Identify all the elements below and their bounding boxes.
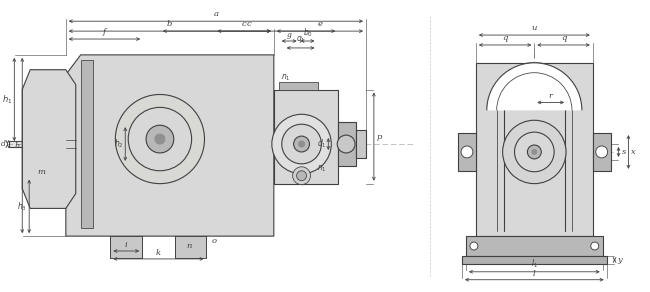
Bar bbox=[593, 133, 610, 171]
Bar bbox=[279, 82, 318, 90]
Text: a: a bbox=[213, 10, 218, 18]
Text: $h_1$: $h_1$ bbox=[2, 93, 12, 106]
Bar bbox=[356, 130, 366, 158]
Circle shape bbox=[337, 135, 355, 153]
Circle shape bbox=[146, 125, 174, 153]
Text: p: p bbox=[377, 133, 382, 140]
Text: g: g bbox=[287, 31, 292, 39]
Text: $q_1$: $q_1$ bbox=[296, 34, 306, 46]
Text: i: i bbox=[125, 241, 127, 249]
Bar bbox=[476, 63, 593, 236]
Text: $l_1$: $l_1$ bbox=[531, 257, 538, 270]
Bar bbox=[338, 122, 356, 166]
Circle shape bbox=[502, 120, 566, 184]
Text: b: b bbox=[167, 20, 172, 28]
Polygon shape bbox=[22, 70, 76, 208]
Text: $n_1$: $n_1$ bbox=[317, 164, 326, 174]
Text: $n_1$: $n_1$ bbox=[281, 72, 291, 83]
Circle shape bbox=[115, 95, 205, 184]
Bar bbox=[462, 256, 606, 264]
Text: $h_3$: $h_3$ bbox=[18, 200, 27, 213]
Text: l: l bbox=[533, 270, 536, 278]
Circle shape bbox=[296, 171, 307, 181]
Circle shape bbox=[470, 242, 478, 250]
Circle shape bbox=[461, 146, 473, 158]
Text: m: m bbox=[38, 168, 46, 176]
Circle shape bbox=[281, 124, 321, 164]
Bar bbox=[274, 90, 338, 184]
Text: c: c bbox=[247, 20, 252, 28]
Circle shape bbox=[128, 107, 192, 171]
Circle shape bbox=[155, 134, 165, 144]
Circle shape bbox=[527, 145, 541, 159]
Circle shape bbox=[272, 114, 332, 174]
Polygon shape bbox=[81, 60, 92, 228]
Bar bbox=[175, 236, 207, 258]
Circle shape bbox=[596, 146, 608, 158]
Text: q: q bbox=[502, 34, 508, 42]
Text: y: y bbox=[618, 256, 622, 264]
Polygon shape bbox=[66, 55, 274, 236]
Text: r: r bbox=[549, 93, 552, 100]
Circle shape bbox=[292, 167, 311, 185]
Text: d: d bbox=[1, 140, 5, 148]
Text: n: n bbox=[186, 242, 191, 250]
Text: $d_1$: $d_1$ bbox=[317, 138, 326, 150]
Bar bbox=[111, 236, 142, 258]
Text: s: s bbox=[621, 148, 626, 156]
Text: q: q bbox=[561, 34, 566, 42]
Circle shape bbox=[591, 242, 599, 250]
Text: o: o bbox=[212, 237, 217, 245]
Text: c: c bbox=[242, 20, 246, 28]
Text: f: f bbox=[103, 28, 106, 36]
Bar bbox=[466, 236, 603, 256]
Text: u: u bbox=[532, 24, 537, 32]
Bar bbox=[458, 133, 476, 171]
Circle shape bbox=[532, 150, 537, 154]
Text: h: h bbox=[15, 142, 20, 150]
Circle shape bbox=[515, 132, 554, 172]
Text: e: e bbox=[317, 20, 322, 28]
Text: $h_2$: $h_2$ bbox=[114, 138, 124, 150]
Circle shape bbox=[298, 141, 305, 147]
Text: k: k bbox=[156, 249, 161, 257]
Text: x: x bbox=[631, 148, 636, 156]
Wedge shape bbox=[487, 63, 582, 110]
Circle shape bbox=[294, 136, 309, 152]
Text: $b_0$: $b_0$ bbox=[302, 26, 313, 39]
